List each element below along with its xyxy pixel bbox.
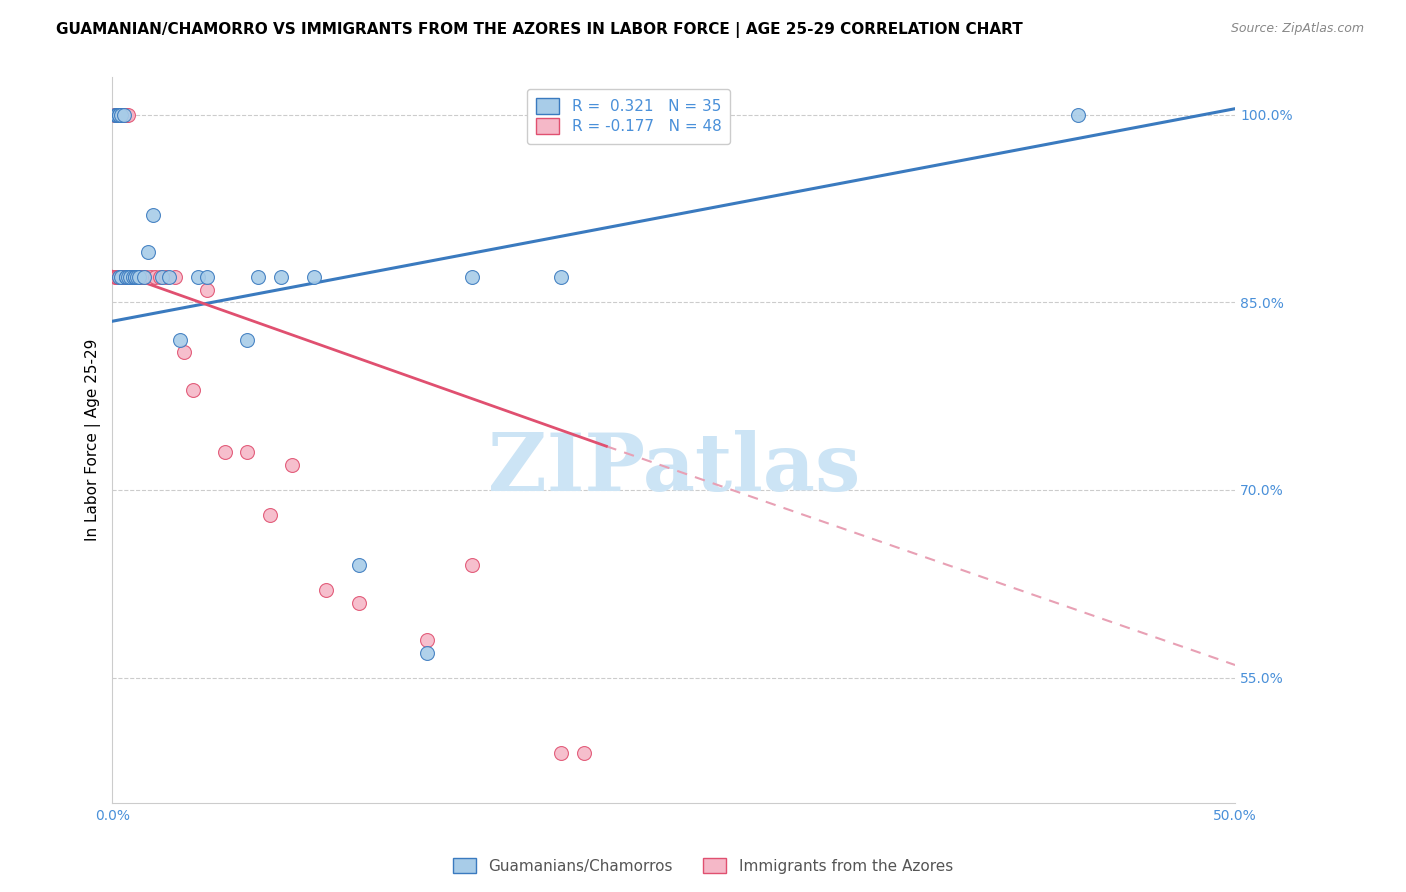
Point — [117, 270, 139, 285]
Point — [105, 108, 128, 122]
Point — [104, 108, 127, 122]
Point — [117, 108, 139, 122]
Legend: Guamanians/Chamorros, Immigrants from the Azores: Guamanians/Chamorros, Immigrants from th… — [447, 852, 959, 880]
Point — [173, 345, 195, 359]
Point — [117, 270, 139, 285]
Point — [127, 270, 149, 285]
Point — [281, 458, 304, 472]
Point — [460, 558, 482, 572]
Point — [112, 270, 135, 285]
Point — [104, 108, 127, 122]
Point — [105, 270, 128, 285]
Point — [259, 508, 281, 522]
Point — [1067, 108, 1090, 122]
Point — [187, 270, 209, 285]
Point — [349, 595, 371, 609]
Point — [157, 270, 180, 285]
Point — [120, 270, 142, 285]
Point — [155, 270, 177, 285]
Point — [550, 270, 572, 285]
Text: ZIPatlas: ZIPatlas — [488, 430, 860, 508]
Point — [131, 270, 153, 285]
Point — [195, 283, 218, 297]
Point — [132, 270, 155, 285]
Point — [115, 270, 138, 285]
Point — [572, 746, 595, 760]
Point — [127, 270, 149, 285]
Point — [195, 270, 218, 285]
Point — [150, 270, 173, 285]
Point — [115, 270, 138, 285]
Point — [110, 270, 132, 285]
Point — [112, 270, 135, 285]
Text: GUAMANIAN/CHAMORRO VS IMMIGRANTS FROM THE AZORES IN LABOR FORCE | AGE 25-29 CORR: GUAMANIAN/CHAMORRO VS IMMIGRANTS FROM TH… — [56, 22, 1024, 38]
Point — [270, 270, 292, 285]
Point — [104, 108, 127, 122]
Point — [105, 108, 128, 122]
Point — [416, 633, 439, 648]
Point — [236, 333, 259, 347]
Point — [214, 445, 236, 459]
Point — [247, 270, 270, 285]
Point — [139, 270, 162, 285]
Point — [416, 646, 439, 660]
Point — [108, 108, 131, 122]
Y-axis label: In Labor Force | Age 25-29: In Labor Force | Age 25-29 — [86, 339, 101, 541]
Point — [110, 108, 132, 122]
Point — [108, 270, 131, 285]
Point — [105, 270, 128, 285]
Point — [108, 270, 131, 285]
Point — [110, 270, 132, 285]
Point — [110, 270, 132, 285]
Point — [120, 270, 142, 285]
Point — [143, 270, 166, 285]
Point — [128, 270, 150, 285]
Point — [124, 270, 146, 285]
Point — [148, 270, 170, 285]
Point — [128, 270, 150, 285]
Point — [236, 445, 259, 459]
Legend: R =  0.321   N = 35, R = -0.177   N = 48: R = 0.321 N = 35, R = -0.177 N = 48 — [527, 88, 731, 144]
Point — [124, 270, 146, 285]
Point — [112, 108, 135, 122]
Point — [165, 270, 187, 285]
Point — [142, 208, 165, 222]
Point — [112, 108, 135, 122]
Point — [121, 270, 143, 285]
Point — [108, 270, 131, 285]
Point — [115, 270, 138, 285]
Point — [108, 108, 131, 122]
Point — [124, 270, 146, 285]
Point — [135, 270, 157, 285]
Point — [115, 108, 138, 122]
Point — [121, 270, 143, 285]
Point — [105, 108, 128, 122]
Point — [169, 333, 191, 347]
Point — [181, 383, 204, 397]
Point — [121, 270, 143, 285]
Point — [304, 270, 326, 285]
Point — [550, 746, 572, 760]
Point — [120, 270, 142, 285]
Text: Source: ZipAtlas.com: Source: ZipAtlas.com — [1230, 22, 1364, 36]
Point — [315, 582, 337, 597]
Point — [124, 270, 146, 285]
Point — [112, 108, 135, 122]
Point — [460, 270, 482, 285]
Point — [110, 108, 132, 122]
Point — [108, 108, 131, 122]
Point — [138, 245, 160, 260]
Point — [349, 558, 371, 572]
Point — [104, 270, 127, 285]
